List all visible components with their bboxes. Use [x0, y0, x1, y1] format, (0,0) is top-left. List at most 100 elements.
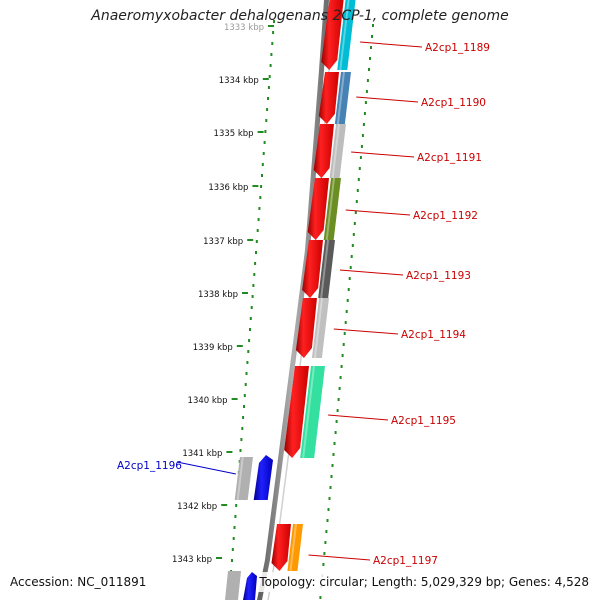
label-leader — [308, 554, 371, 561]
gene-label[interactable]: A2cp1_1190 — [421, 97, 486, 109]
tick-dot — [337, 398, 340, 401]
tick-dot — [362, 123, 365, 126]
tick-dot — [261, 174, 263, 177]
gene-label-layer: A2cp1_1189 A2cp1_1190 A2cp1_1191 A2cp1_1192… — [117, 41, 490, 567]
tick-dot — [339, 376, 342, 379]
gene-arrow[interactable] — [253, 455, 273, 500]
gene-arrow[interactable] — [313, 124, 334, 178]
backbone-line — [257, 0, 329, 600]
cog-strip — [287, 524, 303, 571]
tick-dot — [338, 387, 341, 390]
tick-dot — [325, 530, 328, 533]
tick-dot — [364, 101, 367, 104]
tick-dot — [232, 537, 235, 540]
map-title: Anaeromyxobacter dehalogenans 2CP-1, com… — [91, 8, 509, 24]
gene-label[interactable]: A2cp1_1197 — [373, 555, 438, 567]
tick-dot — [344, 321, 347, 324]
cog-strip — [318, 240, 335, 298]
tick-dot — [349, 266, 352, 269]
tick-dot — [261, 163, 264, 166]
tick-dot — [264, 130, 267, 133]
kbp-label: 1337 kbp — [203, 237, 243, 247]
tick-dot — [370, 46, 372, 49]
gene-arrow[interactable] — [271, 524, 291, 571]
summary-text: Topology: circular; Length: 5,029,329 bp… — [259, 575, 589, 589]
kbp-tick — [257, 131, 264, 133]
tick-dot — [336, 409, 339, 412]
gene-label[interactable]: A2cp1_1191 — [417, 152, 482, 164]
tick-dot — [265, 119, 268, 122]
label-leader — [360, 41, 423, 48]
tick-dot — [240, 438, 243, 441]
gene-arrow[interactable] — [295, 298, 317, 358]
tick-dot — [371, 35, 373, 38]
tick-dot — [333, 442, 336, 445]
tick-dot — [357, 178, 360, 181]
gene-label[interactable]: A2cp1_1194 — [401, 329, 466, 341]
tick-dot — [242, 416, 245, 419]
tick-dot — [341, 354, 344, 357]
tick-dot — [363, 112, 366, 115]
gene-arrow[interactable] — [302, 240, 323, 298]
tick-dot — [258, 207, 261, 210]
tick-dot — [319, 596, 322, 599]
tick-dot — [272, 31, 275, 34]
label-leader — [351, 151, 415, 158]
tick-dot — [251, 295, 254, 298]
gene-arrow[interactable] — [307, 178, 329, 240]
tick-dot — [366, 79, 369, 82]
gene-arrow[interactable] — [284, 366, 309, 458]
tick-dot — [255, 251, 257, 254]
tick-dot — [246, 361, 249, 364]
tick-dot — [267, 97, 269, 100]
cog-strip-highlight — [339, 0, 350, 70]
kbp-label: 1336 kbp — [208, 183, 248, 193]
tick-dot — [330, 475, 333, 478]
tick-dot — [250, 306, 253, 309]
cog-strip-highlight — [325, 178, 335, 240]
tick-dot — [273, 20, 275, 23]
tick-dot — [248, 339, 251, 342]
tick-dot — [332, 453, 335, 456]
tick-dot — [257, 218, 260, 221]
label-leader — [176, 461, 236, 475]
gene-arrow[interactable] — [318, 72, 339, 124]
cog-strip — [329, 124, 346, 178]
tick-dot — [262, 152, 265, 155]
kbp-tick — [242, 292, 248, 294]
gene-label[interactable]: A2cp1_1189 — [425, 42, 490, 54]
tick-dot — [252, 284, 255, 287]
tick-dot — [358, 167, 361, 170]
tick-dot — [369, 57, 371, 60]
tick-dot — [235, 504, 238, 507]
tick-dot — [243, 405, 245, 408]
tick-dot — [348, 277, 351, 280]
tick-dot — [350, 255, 353, 258]
tick-dot — [231, 548, 234, 551]
tick-dot — [343, 332, 346, 335]
cog-strip-highlight — [302, 366, 315, 458]
gene-label[interactable]: A2cp1_1195 — [391, 415, 456, 427]
tick-dot — [352, 233, 355, 236]
tick-dot — [255, 240, 258, 243]
tick-dot — [323, 552, 326, 555]
gene-label[interactable]: A2cp1_1196 — [117, 460, 182, 472]
tick-dot — [234, 515, 237, 518]
tick-dot — [365, 90, 368, 93]
gene-label[interactable]: A2cp1_1193 — [406, 270, 471, 282]
cog-strip-highlight — [320, 240, 329, 298]
gene-arrow[interactable] — [321, 0, 344, 70]
tick-dot — [326, 519, 329, 522]
tick-dot — [241, 427, 244, 430]
gene-arrow[interactable] — [243, 572, 257, 600]
kbp-label: 1334 kbp — [219, 76, 259, 86]
kbp-tick — [262, 78, 269, 80]
label-leader — [333, 328, 399, 335]
tick-dot — [249, 317, 252, 320]
tick-dot — [322, 563, 325, 566]
gene-label[interactable]: A2cp1_1192 — [413, 210, 478, 222]
cog-strip-highlight — [236, 455, 244, 500]
tick-dot — [356, 189, 359, 192]
tick-dot — [253, 273, 256, 276]
